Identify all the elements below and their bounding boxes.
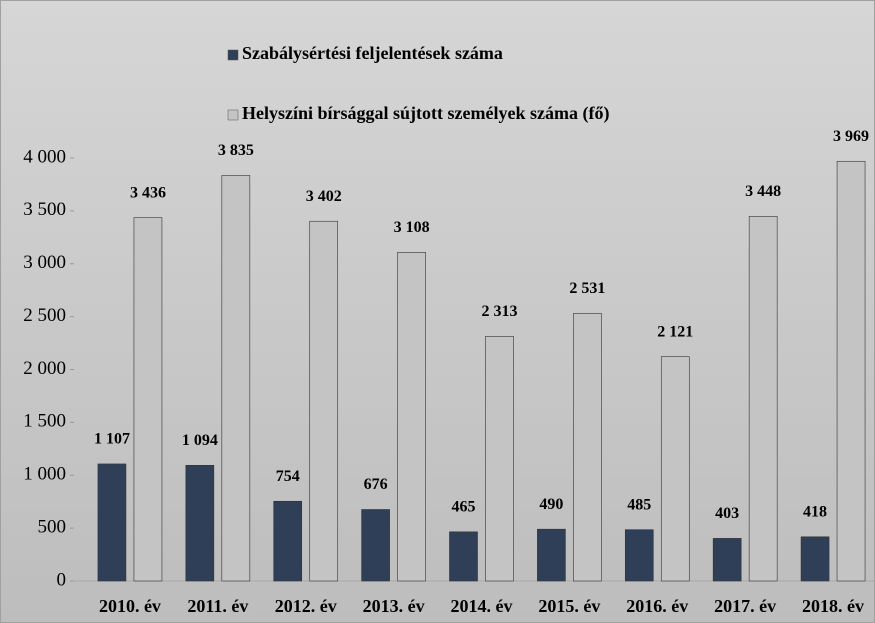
bar xyxy=(397,252,426,582)
x-tick-label: 2015. év xyxy=(538,596,600,616)
value-label: 418 xyxy=(803,503,827,520)
y-tick-label: 500 xyxy=(38,516,67,537)
x-tick-label: 2017. év xyxy=(714,596,776,616)
x-tick-label: 2010. év xyxy=(99,596,161,616)
value-label: 2 313 xyxy=(482,303,518,320)
bar xyxy=(748,216,778,582)
y-tick-label: 2 500 xyxy=(23,305,66,326)
bar xyxy=(537,528,566,582)
x-tick-label: 2013. év xyxy=(363,596,425,616)
bar xyxy=(133,217,163,582)
bar xyxy=(836,160,866,582)
value-label: 490 xyxy=(539,496,563,513)
bar xyxy=(660,356,690,582)
bar xyxy=(273,500,303,582)
bar xyxy=(485,336,514,582)
y-tick-label: 3 000 xyxy=(23,252,66,273)
value-label: 1 094 xyxy=(182,432,218,449)
x-tick-label: 2011. év xyxy=(187,596,248,616)
value-label: 3 402 xyxy=(306,188,342,205)
y-tick-label: 1 500 xyxy=(23,411,66,432)
bar xyxy=(449,531,478,582)
value-label: 403 xyxy=(715,505,739,522)
x-tick-label: 2016. év xyxy=(626,596,688,616)
value-label: 2 531 xyxy=(569,280,605,297)
bar xyxy=(624,529,654,582)
bar xyxy=(573,313,602,582)
legend-swatch xyxy=(227,49,239,61)
value-label: 3 448 xyxy=(745,183,781,200)
legend-swatch xyxy=(227,109,239,121)
bar xyxy=(800,536,830,582)
x-tick-label: 2014. év xyxy=(451,596,513,616)
value-label: 3 835 xyxy=(218,142,254,159)
value-label: 2 121 xyxy=(657,323,693,340)
value-label: 676 xyxy=(364,476,388,493)
x-tick-label: 2012. év xyxy=(275,596,337,616)
bar xyxy=(97,463,127,582)
value-label: 3 436 xyxy=(130,184,166,201)
value-label: 465 xyxy=(452,498,476,515)
value-label: 3 108 xyxy=(394,219,430,236)
y-tick-label: 0 xyxy=(57,569,67,590)
y-tick-label: 4 000 xyxy=(23,146,66,167)
bar xyxy=(221,175,251,582)
legend-label: Szabálysértési feljelentések száma xyxy=(242,43,503,63)
value-label: 754 xyxy=(276,468,300,485)
bar xyxy=(361,509,390,582)
bar xyxy=(712,538,742,582)
y-tick-label: 2 000 xyxy=(23,358,66,379)
bar xyxy=(309,220,339,582)
y-tick-label: 1 000 xyxy=(23,464,66,485)
legend-label: Helyszíni bírsággal sújtott személyek sz… xyxy=(242,103,609,124)
x-tick-label: 2018. év xyxy=(802,596,864,616)
bar xyxy=(185,465,215,582)
value-label: 3 969 xyxy=(833,128,869,145)
value-label: 485 xyxy=(627,496,651,513)
y-tick-label: 3 500 xyxy=(23,199,66,220)
value-label: 1 107 xyxy=(94,431,130,448)
